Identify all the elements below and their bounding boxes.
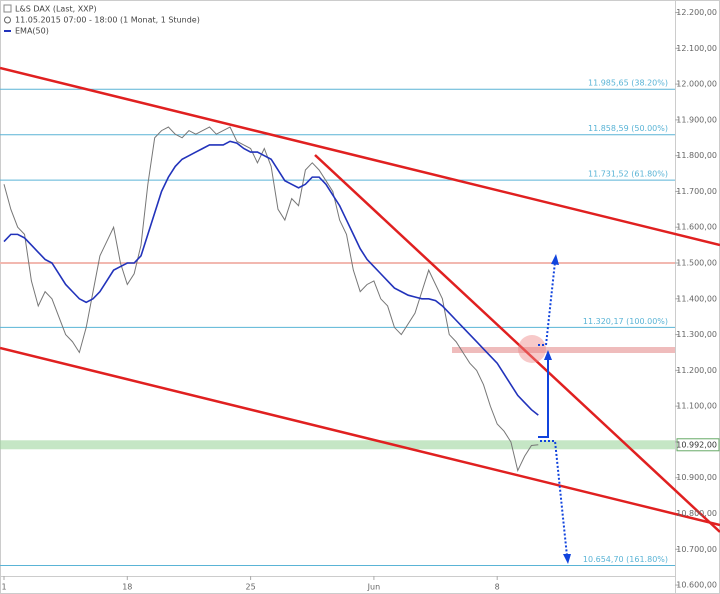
x-tick-label: 18 [122, 583, 132, 592]
y-tick-label: 11.700,00 [676, 187, 717, 196]
y-tick-label: 12.100,00 [676, 44, 717, 53]
y-tick-label: 11.400,00 [676, 294, 717, 303]
y-tick-label: 12.000,00 [676, 80, 717, 89]
current-label-box [676, 438, 720, 452]
level-label: 11.320,17 (100.00%) [583, 317, 668, 326]
arrowhead [544, 350, 552, 360]
highlight-circle [518, 335, 546, 363]
y-tick-label: 11.600,00 [676, 223, 717, 232]
y-tick-label: 10.900,00 [676, 473, 717, 482]
icon[interactable] [3, 4, 12, 13]
y-tick-label: 11.300,00 [676, 330, 717, 339]
x-tick-label: 8 [495, 583, 500, 592]
y-tick-label: 11.100,00 [676, 402, 717, 411]
arrowhead [563, 554, 571, 564]
trend-line [314, 154, 720, 533]
x-tick-label: Jun [367, 583, 381, 592]
trend-line [0, 66, 720, 247]
level-label: 11.985,65 (38.20%) [588, 79, 668, 88]
x-tick-label: 1 [1, 583, 6, 592]
arrow [540, 440, 568, 557]
y-tick-label: 10.600,00 [676, 581, 717, 590]
arrow [538, 261, 556, 346]
y-tick-label: 11.500,00 [676, 259, 717, 268]
arrowhead [551, 254, 559, 265]
resistance-band [452, 347, 675, 353]
y-tick-label: 11.800,00 [676, 151, 717, 160]
legend-label: EMA(50) [15, 27, 49, 36]
trend-line [0, 346, 720, 527]
y-tick-label: 12.200,00 [676, 8, 717, 17]
chart-title: L&S DAX (Last, XXP) [15, 5, 97, 14]
clock-icon [4, 16, 11, 24]
y-tick-label: 11.900,00 [676, 115, 717, 124]
current-band [0, 440, 675, 450]
x-tick-label: 25 [246, 583, 256, 592]
level-label: 11.858,59 (50.00%) [588, 124, 668, 133]
y-tick-label: 10.700,00 [676, 545, 717, 554]
current-label: 10.992,00 [676, 440, 717, 449]
chart-subtitle: 11.05.2015 07:00 - 18:00 (1 Monat, 1 Stu… [15, 16, 200, 25]
series-line [3, 126, 539, 473]
arrow [538, 358, 549, 438]
level-label: 10.654,70 (161.80%) [583, 555, 668, 564]
y-tick-label: 11.200,00 [676, 366, 717, 375]
series-line [3, 140, 539, 416]
level-label: 11.731,52 (61.80%) [588, 170, 668, 179]
y-tick-label: 10.800,00 [676, 509, 717, 518]
